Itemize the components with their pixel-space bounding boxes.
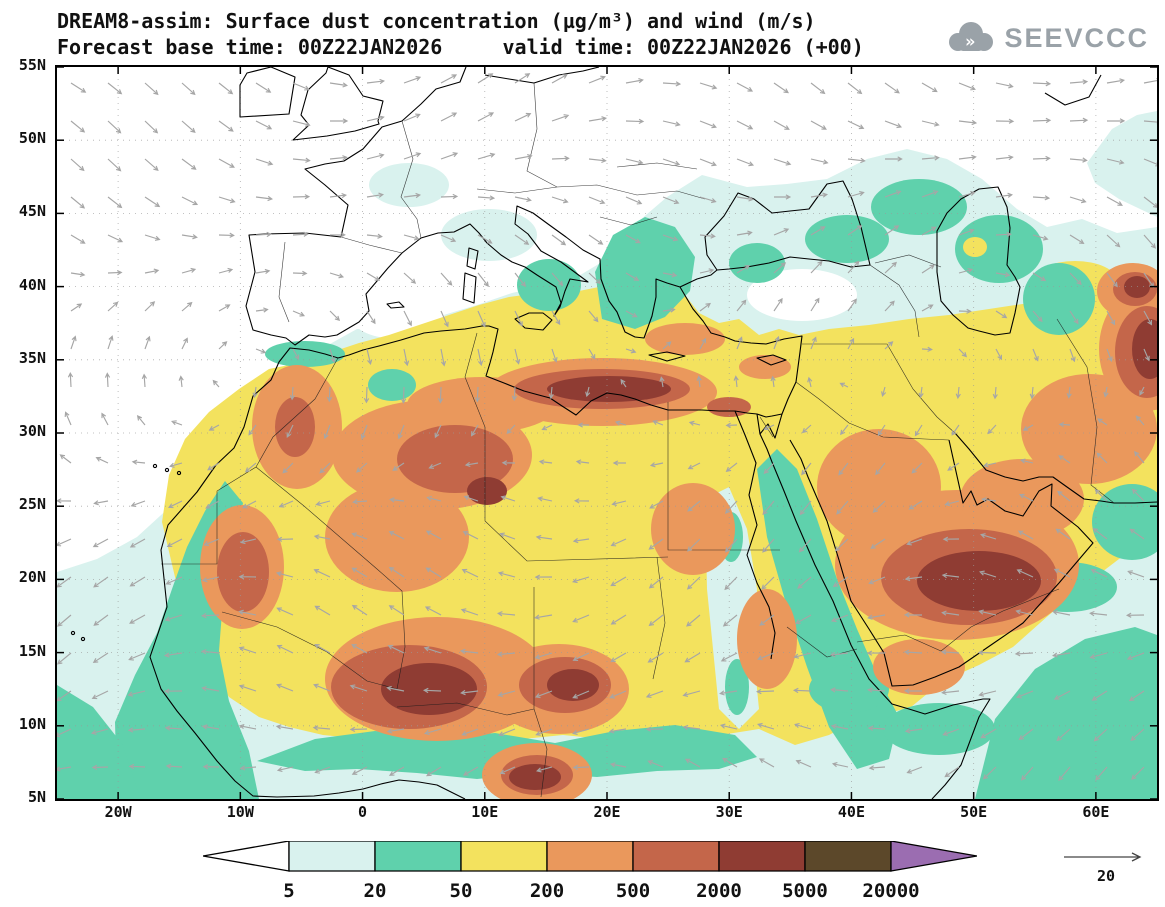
colorbar-label-20000: 20000: [862, 880, 919, 902]
plot-subtitle: Forecast base time: 00Z22JAN2026 valid t…: [57, 35, 864, 59]
lon-label-50E: 50E: [960, 803, 988, 821]
lat-label-55N: 55N: [18, 56, 46, 74]
lon-label-30E: 30E: [715, 803, 743, 821]
lat-label-25N: 25N: [18, 495, 46, 514]
wind-reference-arrow: [1064, 852, 1142, 862]
colorbar-label-5: 5: [283, 880, 294, 902]
logo-text: SEEVCCC: [1004, 22, 1149, 53]
coastlines: [70, 67, 1157, 799]
colorbar-segment-5: [632, 841, 720, 872]
dust-map-plot: [55, 65, 1159, 801]
colorbar-label-200: 200: [530, 880, 564, 902]
colorbar-label-20: 20: [364, 880, 387, 902]
axis-ticks: [57, 67, 1157, 799]
colorbar-label-50: 50: [450, 880, 473, 902]
lon-label-10E: 10E: [471, 803, 499, 821]
colorbar-label-2000: 2000: [696, 880, 742, 902]
lat-label-45N: 45N: [18, 202, 46, 221]
colorbar-label-500: 500: [616, 880, 650, 902]
lat-label-10N: 10N: [18, 714, 46, 733]
plot-title: DREAM8-assim: Surface dust concentration…: [57, 9, 816, 33]
lat-label-35N: 35N: [18, 348, 46, 367]
seevccc-logo: » SEEVCCC: [944, 20, 1149, 56]
lon-label-10W: 10W: [226, 803, 254, 821]
colorbar-segment-8: [890, 841, 977, 872]
lon-label-40E: 40E: [837, 803, 865, 821]
lon-label-0: 0: [358, 803, 368, 821]
lon-label-60E: 60E: [1082, 803, 1110, 821]
wind-vectors: [57, 73, 1157, 781]
colorbar-segment-6: [718, 841, 806, 872]
map-canvas: [57, 67, 1157, 799]
logo-chevrons: »: [965, 32, 975, 52]
lat-label-30N: 30N: [18, 422, 46, 440]
lat-label-15N: 15N: [18, 641, 46, 660]
colorbar-legend: 5 20 50 200 500 2000 5000 20000: [203, 841, 977, 905]
colorbar-segment-3: [460, 841, 548, 872]
lat-label-20N: 20N: [18, 568, 46, 587]
lat-label-40N: 40N: [18, 275, 46, 294]
colorbar-segment-0: [203, 841, 290, 872]
colorbar-segment-2: [374, 841, 462, 872]
latitude-axis: 55N 50N 45N 40N 35N 30N 25N 20N 15N 10N 5N: [0, 0, 50, 907]
lat-label-50N: 50N: [18, 129, 46, 148]
colorbar-label-5000: 5000: [782, 880, 828, 902]
lon-label-20E: 20E: [593, 803, 621, 821]
title-block: DREAM8-assim: Surface dust concentration…: [57, 8, 864, 60]
colorbar-segment-4: [546, 841, 634, 872]
lon-label-20W: 20W: [104, 803, 132, 821]
colorbar-segment-7: [804, 841, 892, 872]
wind-reference-legend: 20: [1058, 845, 1154, 889]
cloud-icon: »: [949, 22, 994, 52]
colorbar-segment-1: [288, 841, 376, 872]
country-borders: [161, 82, 1115, 798]
wind-reference-value: 20: [1097, 867, 1115, 885]
lat-label-5N: 5N: [27, 788, 46, 806]
